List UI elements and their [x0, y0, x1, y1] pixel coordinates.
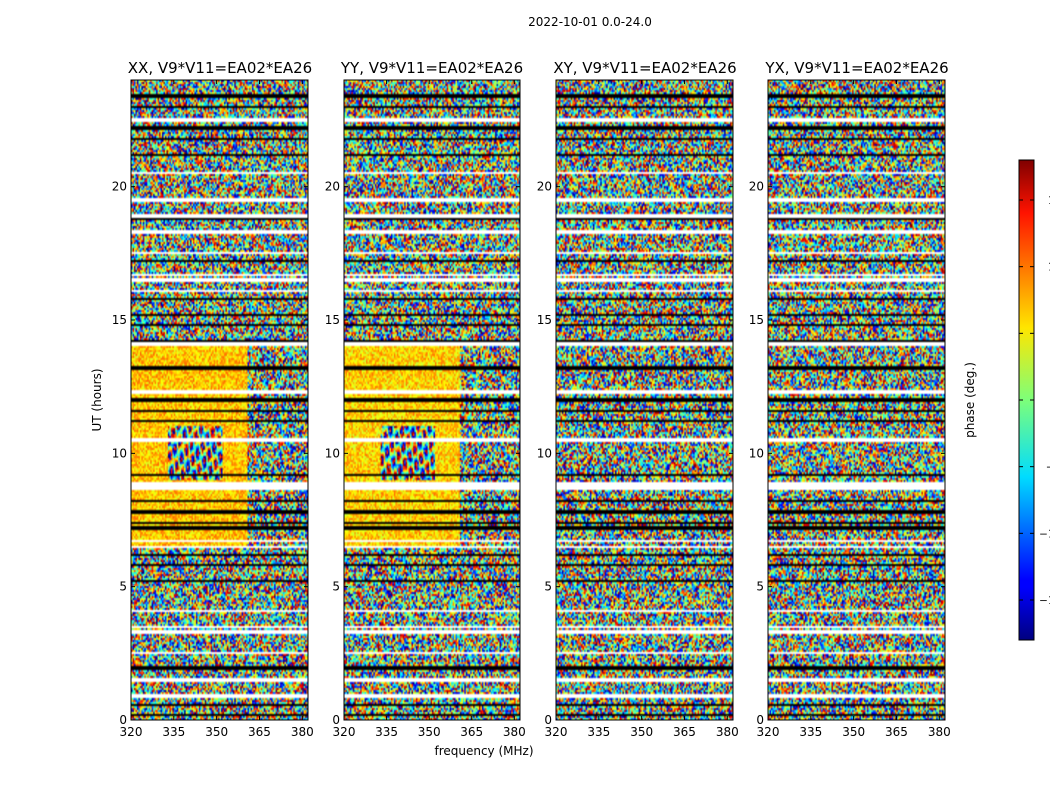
ticks-yx: 320 335 350 365 380 0 5 10 15 20	[749, 80, 951, 739]
y-tick-label: 5	[332, 580, 340, 594]
x-tick-label: 320	[333, 725, 356, 739]
x-tick-label: 380	[291, 725, 314, 739]
heatmap-yy	[344, 80, 520, 720]
panel-title-yy: YY, V9*V11=EA02*EA26	[340, 59, 523, 77]
y-tick-label: 15	[537, 313, 552, 327]
colorbar-tick-label: 150	[1048, 195, 1050, 207]
colorbar-tick-label: 100	[1048, 262, 1050, 274]
ticks-xy: 320 335 350 365 380 0 5 10 15 20	[537, 80, 739, 739]
y-tick-label: 0	[119, 713, 127, 727]
y-tick-label: 20	[325, 180, 340, 194]
x-tick-label: 350	[205, 725, 228, 739]
x-tick-label: 350	[630, 725, 653, 739]
heatmap-xx	[131, 80, 308, 720]
y-tick-label: 5	[119, 580, 127, 594]
x-tick-label: 380	[503, 725, 526, 739]
axes-frame-yx	[767, 79, 946, 721]
y-tick-label: 5	[756, 580, 764, 594]
panel-title-xy: XY, V9*V11=EA02*EA26	[553, 59, 736, 77]
x-tick-label: 365	[673, 725, 696, 739]
x-tick-label: 320	[757, 725, 780, 739]
axes-frame-xx	[130, 79, 309, 721]
y-tick-label: 15	[112, 313, 127, 327]
colorbar-tick-label: −50	[1046, 462, 1050, 474]
axes-frame-xy	[555, 79, 734, 721]
y-tick-label: 20	[112, 180, 127, 194]
y-tick-label: 10	[749, 446, 764, 460]
x-tick-label: 320	[120, 725, 143, 739]
x-tick-label: 380	[716, 725, 739, 739]
x-tick-label: 335	[162, 725, 185, 739]
figure-title: 2022-10-01 0.0-24.0	[528, 15, 652, 29]
y-tick-label: 0	[544, 713, 552, 727]
panel-title-xx: XX, V9*V11=EA02*EA26	[128, 59, 312, 77]
y-tick-label: 0	[332, 713, 340, 727]
y-tick-label: 20	[537, 180, 552, 194]
colorbar-label: phase (deg.)	[963, 362, 977, 438]
y-tick-label: 15	[325, 313, 340, 327]
ticks-yy: 320 335 350 365 380 0 5 10 15 20	[325, 80, 526, 739]
x-tick-label: 365	[885, 725, 908, 739]
y-tick-label: 5	[544, 580, 552, 594]
x-axis-label: frequency (MHz)	[434, 744, 533, 758]
panel-title-yx: YX, V9*V11=EA02*EA26	[764, 59, 948, 77]
y-tick-label: 10	[325, 446, 340, 460]
x-tick-label: 335	[375, 725, 398, 739]
x-tick-label: 380	[928, 725, 951, 739]
x-tick-label: 320	[545, 725, 568, 739]
y-tick-label: 10	[112, 446, 127, 460]
x-tick-label: 365	[460, 725, 483, 739]
heatmap-yx	[768, 80, 945, 720]
colorbar-tick-label: −150	[1039, 595, 1050, 607]
y-tick-label: 15	[749, 313, 764, 327]
colorbar-ticks: 150100500−50−100−150	[1019, 195, 1050, 607]
x-tick-label: 350	[842, 725, 865, 739]
y-axis-label: UT (hours)	[90, 368, 104, 431]
y-tick-label: 0	[756, 713, 764, 727]
x-tick-label: 335	[799, 725, 822, 739]
y-tick-label: 10	[537, 446, 552, 460]
x-tick-label: 365	[248, 725, 271, 739]
x-tick-label: 335	[587, 725, 610, 739]
ticks-xx: 320 335 350 365 380 0 5 10 15 20	[112, 80, 314, 739]
colorbar-tick-label: −100	[1039, 528, 1050, 540]
x-tick-label: 350	[418, 725, 441, 739]
heatmap-xy	[556, 80, 733, 720]
axes-frame-yy	[343, 79, 521, 721]
y-tick-label: 20	[749, 180, 764, 194]
